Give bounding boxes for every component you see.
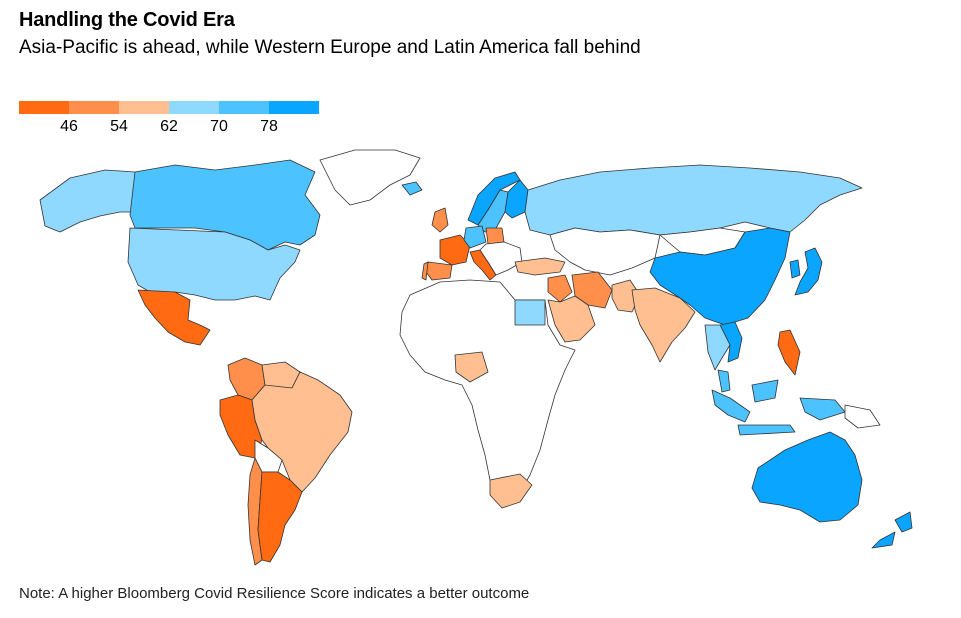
legend-tick-label: 78 xyxy=(260,118,278,135)
map-region-spain xyxy=(425,261,453,281)
chart-subtitle: Asia-Pacific is ahead, while Western Eur… xyxy=(19,37,641,58)
map-region-malaysia xyxy=(717,369,779,403)
legend-swatch xyxy=(169,101,219,114)
legend-tick-label: 46 xyxy=(60,118,78,135)
legend-tick-label: 62 xyxy=(160,118,178,135)
map-region-australia xyxy=(751,431,863,523)
legend-color-bar xyxy=(19,101,319,114)
map-region-saudi-arabia xyxy=(547,295,596,343)
legend-tick-label: 70 xyxy=(210,118,228,135)
map-region-nigeria xyxy=(454,351,489,383)
map-region-iceland xyxy=(401,181,423,196)
map-region-mexico xyxy=(137,289,211,346)
map-region-south-africa xyxy=(489,473,533,509)
map-region-germany xyxy=(463,225,487,249)
color-legend: 46 54 62 70 78 xyxy=(19,101,319,141)
map-region-united-kingdom xyxy=(431,207,449,233)
map-region-portugal xyxy=(421,261,429,281)
map-region-greenland xyxy=(319,149,421,206)
map-region-brazil xyxy=(251,371,353,493)
map-region-pakistan xyxy=(611,279,641,313)
legend-swatch xyxy=(219,101,269,114)
map-region-poland xyxy=(485,227,505,245)
map-region-alaska xyxy=(39,169,139,233)
map-region-philippines xyxy=(777,329,801,376)
map-region-japan xyxy=(794,247,823,296)
map-region-egypt xyxy=(514,299,546,326)
map-region-south-korea xyxy=(789,259,801,279)
map-region-papua-new-guinea xyxy=(844,404,881,429)
map-region-iraq xyxy=(547,274,573,303)
map-region-central-asia xyxy=(549,227,661,276)
legend-swatch xyxy=(119,101,169,114)
legend-tick-label: 54 xyxy=(110,118,128,135)
map-region-india xyxy=(631,287,696,363)
map-region-argentina xyxy=(257,471,303,563)
map-region-indonesia xyxy=(711,389,846,436)
map-region-canada xyxy=(129,159,321,251)
legend-swatch xyxy=(269,101,319,114)
legend-swatch xyxy=(69,101,119,114)
map-region-france xyxy=(439,234,471,266)
chart-title: Handling the Covid Era xyxy=(19,9,235,31)
map-region-china xyxy=(649,227,791,326)
map-region-turkey xyxy=(514,257,566,276)
map-region-africa-other xyxy=(399,279,576,501)
legend-swatch xyxy=(19,101,69,114)
map-region-russia xyxy=(524,164,863,236)
map-region-thailand xyxy=(704,324,731,371)
map-region-new-zealand xyxy=(871,511,913,549)
world-map xyxy=(39,149,913,566)
map-region-europe-other xyxy=(479,241,523,276)
footnote: Note: A higher Bloomberg Covid Resilienc… xyxy=(19,585,530,602)
legend-ticks: 46 54 62 70 78 xyxy=(19,118,319,138)
